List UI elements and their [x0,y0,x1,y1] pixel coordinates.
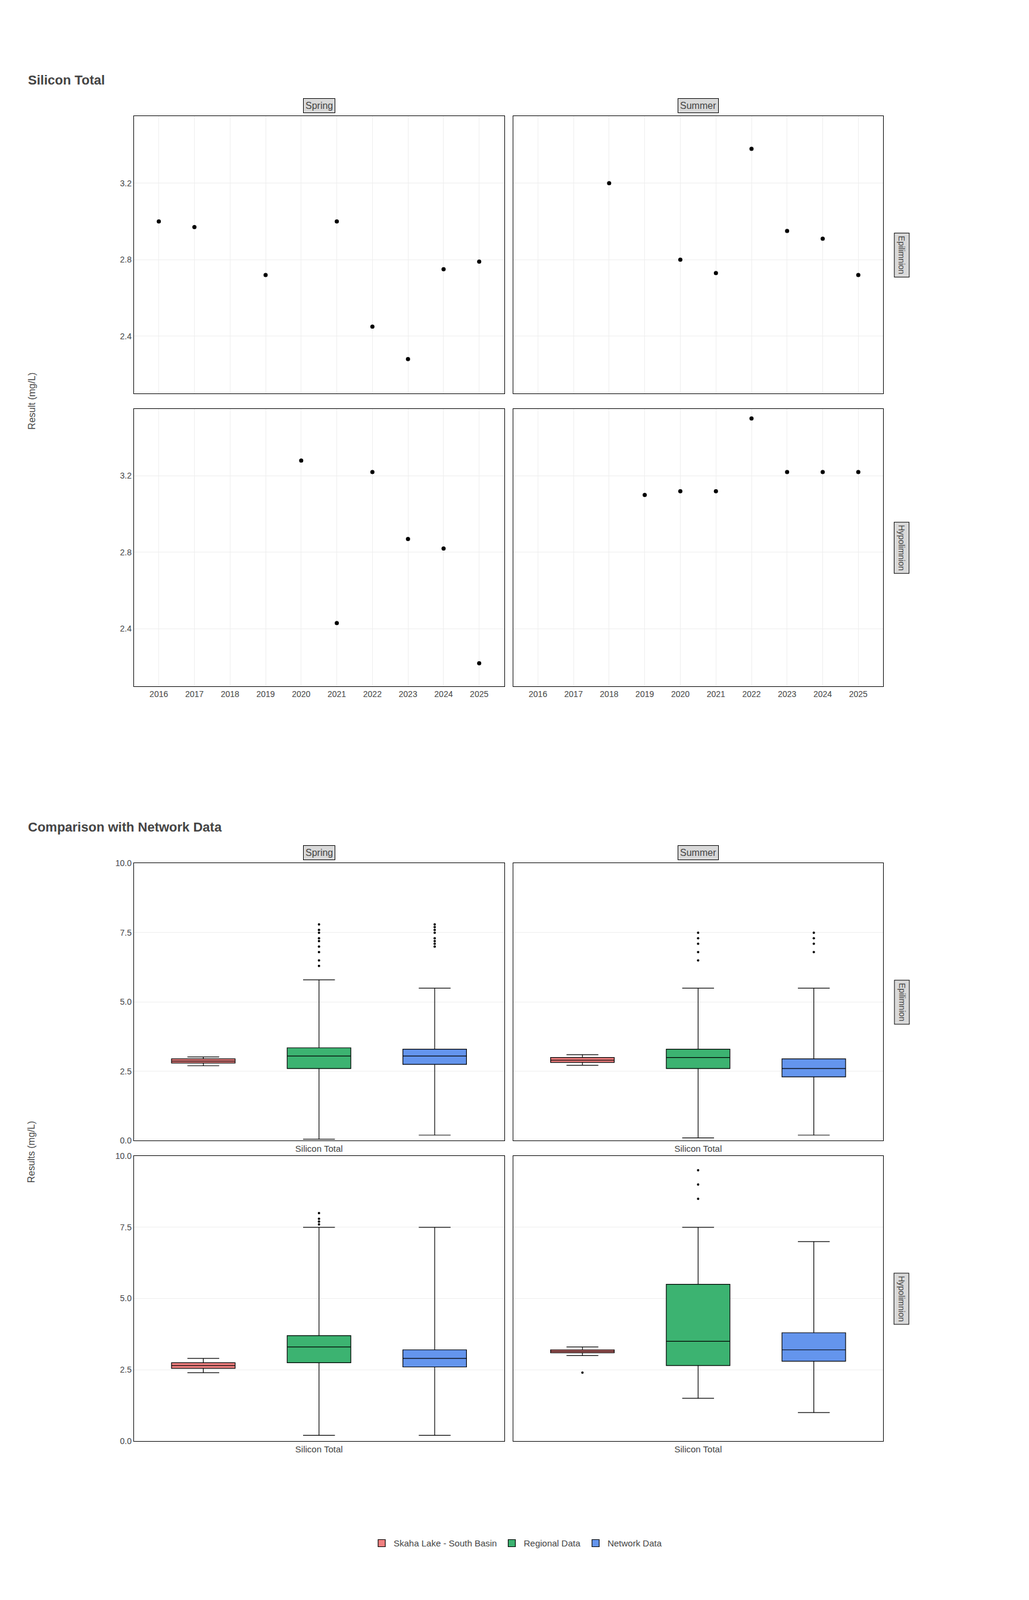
svg-text:Spring: Spring [305,100,333,111]
svg-text:2022: 2022 [363,689,382,700]
svg-text:2021: 2021 [327,689,346,700]
svg-text:Silicon Total: Silicon Total [295,1444,343,1455]
svg-text:Regional Data: Regional Data [523,1538,581,1549]
svg-text:2.4: 2.4 [120,331,133,342]
svg-text:2016: 2016 [149,689,168,700]
svg-text:0.0: 0.0 [120,1136,133,1146]
svg-text:7.5: 7.5 [120,1223,133,1233]
svg-text:2025: 2025 [469,689,489,700]
svg-text:Results (mg/L): Results (mg/L) [26,1121,37,1184]
svg-text:2.5: 2.5 [120,1365,133,1375]
svg-text:2022: 2022 [741,689,761,700]
svg-text:Silicon Total: Silicon Total [295,1143,343,1155]
svg-text:3.2: 3.2 [120,471,133,481]
svg-text:2.8: 2.8 [120,254,133,265]
svg-text:2024: 2024 [434,689,453,700]
svg-text:Hypolimnion: Hypolimnion [896,1276,907,1322]
svg-text:Hypolimnion: Hypolimnion [896,525,907,572]
svg-text:5.0: 5.0 [120,1293,133,1304]
svg-text:Summer: Summer [680,847,717,859]
svg-text:2019: 2019 [256,689,275,700]
svg-text:3.2: 3.2 [120,178,133,189]
svg-text:2.5: 2.5 [120,1067,133,1077]
svg-text:10.0: 10.0 [115,858,132,869]
svg-text:5.0: 5.0 [120,997,133,1007]
svg-text:Epilimnion: Epilimnion [896,235,907,275]
svg-text:2.4: 2.4 [120,624,133,634]
svg-text:2016: 2016 [528,689,548,700]
svg-text:2017: 2017 [564,689,583,700]
svg-text:Silicon Total: Silicon Total [674,1444,722,1455]
svg-text:2019: 2019 [635,689,654,700]
svg-text:2018: 2018 [599,689,619,700]
svg-text:2021: 2021 [706,689,726,700]
svg-text:2017: 2017 [185,689,204,700]
svg-text:Silicon Total: Silicon Total [27,72,105,88]
svg-text:2018: 2018 [220,689,240,700]
svg-text:Result (mg/L): Result (mg/L) [26,372,37,430]
svg-text:Summer: Summer [680,100,717,111]
svg-text:2.8: 2.8 [120,547,133,558]
svg-text:Skaha Lake - South Basin: Skaha Lake - South Basin [393,1538,497,1549]
svg-text:Network Data: Network Data [607,1538,663,1549]
svg-text:10.0: 10.0 [115,1151,132,1162]
svg-text:Silicon Total: Silicon Total [674,1143,722,1155]
svg-text:0.0: 0.0 [120,1436,133,1447]
svg-text:Epilimnion: Epilimnion [897,983,907,1022]
svg-text:2023: 2023 [777,689,797,700]
svg-text:Spring: Spring [305,847,333,859]
svg-text:Comparison with Network Data: Comparison with Network Data [27,819,223,835]
svg-text:2020: 2020 [671,689,690,700]
svg-text:2025: 2025 [849,689,868,700]
svg-text:7.5: 7.5 [120,928,133,938]
svg-text:2024: 2024 [813,689,832,700]
svg-text:2023: 2023 [398,689,418,700]
svg-text:2020: 2020 [291,689,311,700]
